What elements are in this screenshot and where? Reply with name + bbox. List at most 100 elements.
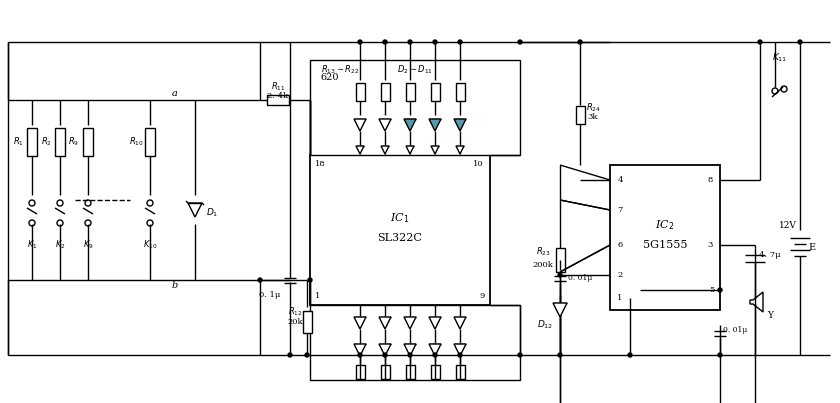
Text: 620: 620 — [321, 73, 339, 83]
Polygon shape — [456, 146, 464, 154]
Polygon shape — [454, 317, 466, 329]
Polygon shape — [354, 317, 366, 329]
Circle shape — [578, 40, 582, 44]
Text: $K_{10}$: $K_{10}$ — [143, 239, 157, 251]
Text: 3: 3 — [707, 241, 712, 249]
Polygon shape — [454, 344, 466, 356]
Text: $D_{12}$: $D_{12}$ — [537, 319, 554, 331]
Text: E: E — [808, 243, 816, 251]
Text: $R_{23}$: $R_{23}$ — [536, 246, 550, 258]
Bar — [381, 83, 390, 101]
Text: 20k: 20k — [287, 318, 302, 326]
Circle shape — [558, 273, 562, 277]
Circle shape — [458, 40, 462, 44]
Text: 18: 18 — [315, 160, 325, 168]
Bar — [575, 106, 585, 124]
Circle shape — [258, 278, 262, 282]
Circle shape — [518, 40, 522, 44]
Text: SL322C: SL322C — [377, 233, 423, 243]
Polygon shape — [429, 317, 441, 329]
Circle shape — [718, 288, 722, 292]
Bar — [27, 128, 37, 156]
Text: 4: 4 — [617, 176, 622, 184]
Text: 0. 1μ: 0. 1μ — [260, 291, 281, 299]
Text: $R_{13}$$\sim$$R_{22}$: $R_{13}$$\sim$$R_{22}$ — [321, 64, 360, 76]
Text: $K_{11}$: $K_{11}$ — [772, 52, 788, 64]
Polygon shape — [381, 146, 389, 154]
Bar — [83, 128, 93, 156]
Text: 0. 01μ: 0. 01μ — [568, 274, 592, 282]
Text: $K_2$: $K_2$ — [55, 239, 66, 251]
Polygon shape — [431, 146, 439, 154]
Text: $R_9$: $R_9$ — [68, 136, 80, 148]
Text: 7: 7 — [617, 206, 622, 214]
Text: 3k: 3k — [588, 113, 598, 121]
Bar — [381, 365, 390, 379]
Polygon shape — [379, 344, 391, 356]
Bar — [310, 155, 490, 305]
Circle shape — [288, 353, 292, 357]
Text: 8: 8 — [707, 176, 712, 184]
Polygon shape — [354, 119, 366, 131]
Polygon shape — [379, 119, 391, 131]
Polygon shape — [553, 303, 567, 317]
Circle shape — [358, 40, 362, 44]
Polygon shape — [429, 119, 441, 131]
Bar — [431, 83, 439, 101]
Text: $R_{11}$: $R_{11}$ — [270, 81, 286, 93]
Circle shape — [433, 40, 437, 44]
Text: IC$_1$: IC$_1$ — [391, 211, 410, 225]
Circle shape — [558, 353, 562, 357]
Text: 9: 9 — [480, 292, 485, 300]
Polygon shape — [406, 146, 414, 154]
Bar — [145, 128, 155, 156]
Circle shape — [408, 353, 412, 357]
Text: $R_{10}$: $R_{10}$ — [129, 136, 144, 148]
Text: 200k: 200k — [533, 261, 554, 269]
Text: $K_1$: $K_1$ — [27, 239, 37, 251]
Text: a: a — [172, 89, 178, 98]
Circle shape — [408, 40, 412, 44]
Circle shape — [305, 353, 309, 357]
Circle shape — [458, 353, 462, 357]
Text: 6: 6 — [617, 241, 622, 249]
Bar — [310, 60, 520, 155]
Bar — [355, 365, 365, 379]
Circle shape — [308, 278, 312, 282]
Text: $R_{12}$: $R_{12}$ — [287, 306, 302, 318]
Circle shape — [433, 353, 437, 357]
Text: 2: 2 — [617, 271, 622, 279]
Polygon shape — [429, 344, 441, 356]
Circle shape — [718, 353, 722, 357]
Bar — [455, 83, 465, 101]
Polygon shape — [454, 119, 466, 131]
Circle shape — [758, 40, 762, 44]
Bar — [455, 365, 465, 379]
Bar — [610, 165, 720, 310]
Circle shape — [518, 353, 522, 357]
Text: 1: 1 — [315, 292, 321, 300]
Text: 5G1555: 5G1555 — [643, 241, 687, 251]
Text: $K_9$: $K_9$ — [82, 239, 93, 251]
Circle shape — [383, 353, 387, 357]
Circle shape — [383, 40, 387, 44]
Text: b: b — [172, 282, 178, 291]
Bar — [302, 311, 312, 333]
Text: $D_2$$\sim$$D_{11}$: $D_2$$\sim$$D_{11}$ — [397, 64, 433, 76]
Text: 5: 5 — [709, 286, 715, 294]
Text: IC$_2$: IC$_2$ — [655, 218, 675, 233]
Bar — [267, 95, 289, 105]
Polygon shape — [404, 344, 416, 356]
Bar — [555, 248, 564, 272]
Text: 0. 01μ: 0. 01μ — [723, 326, 747, 334]
Polygon shape — [404, 119, 416, 131]
Text: $R_2$: $R_2$ — [40, 136, 51, 148]
Text: 4. 7μ: 4. 7μ — [759, 251, 781, 259]
Polygon shape — [356, 146, 364, 154]
Bar — [355, 83, 365, 101]
Bar — [406, 83, 414, 101]
Text: $D_1$: $D_1$ — [206, 207, 218, 219]
Circle shape — [798, 40, 802, 44]
Text: $R_1$: $R_1$ — [13, 136, 24, 148]
Text: 1: 1 — [617, 294, 622, 302]
